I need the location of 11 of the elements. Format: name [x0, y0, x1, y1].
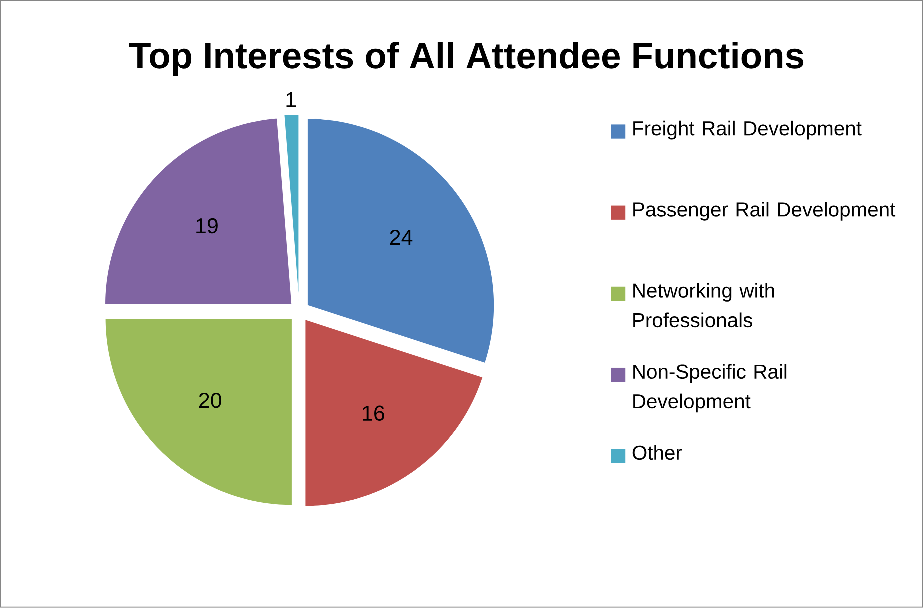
data-label: 1	[286, 92, 296, 108]
chart-title: Top Interests of All Attendee Functions	[129, 42, 804, 76]
data-label: 16	[363, 406, 384, 422]
legend-label: Freight Rail Development	[634, 120, 862, 140]
legend-label: Networking with Professionals	[634, 283, 774, 328]
data-label: 19	[196, 218, 218, 234]
legend-label: Non-Specific Rail Development	[634, 364, 787, 413]
legend-label: Other	[632, 445, 682, 460]
legend-label: Passenger Rail Development	[634, 202, 896, 221]
data-label: 24	[390, 230, 413, 246]
data-label: 20	[199, 392, 222, 408]
